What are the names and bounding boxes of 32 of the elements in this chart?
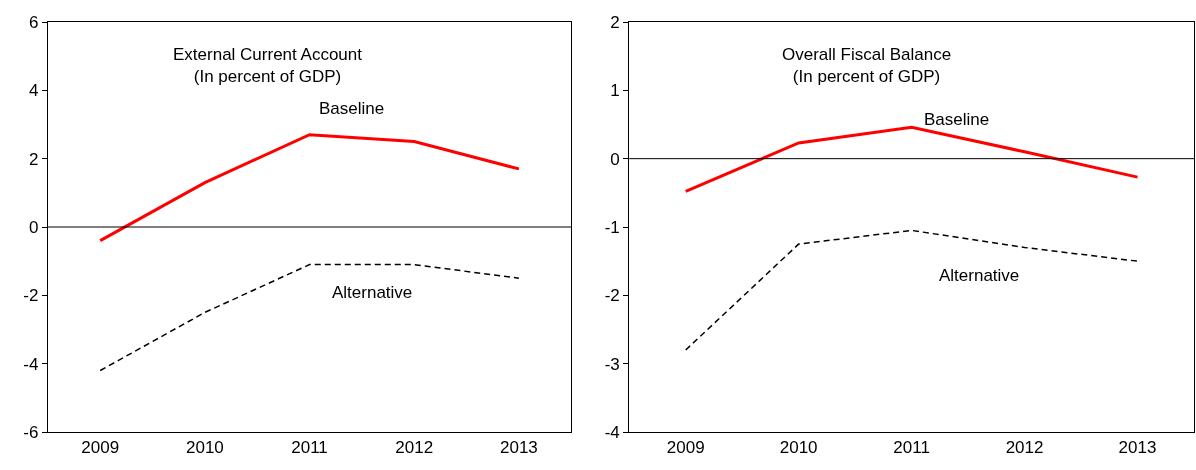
x-tick-label: 2013	[1118, 438, 1157, 458]
x-tick-label: 2010	[779, 438, 818, 458]
y-tick-label: 6	[29, 12, 39, 32]
text: (In percent of GDP)	[193, 67, 342, 87]
text: External Current Account	[173, 45, 363, 64]
x-tick-label: 2012	[395, 438, 434, 458]
text: (In percent of GDP)	[792, 67, 941, 87]
y-tick-label: -4	[604, 422, 620, 442]
series-label: Alternative	[332, 283, 413, 302]
y-tick-label: -3	[604, 354, 620, 374]
y-tick-label: 2	[29, 149, 39, 169]
series-label: Baseline	[924, 110, 990, 129]
x-tick-label: 2011	[291, 438, 328, 458]
x-tick-label: 2010	[185, 438, 224, 458]
y-tick-label: -4	[23, 354, 39, 374]
series-label: Alternative	[939, 266, 1020, 285]
y-tick-label: -2	[604, 286, 620, 306]
text: Overall Fiscal Balance	[782, 45, 952, 64]
y-tick-label: -1	[604, 217, 620, 237]
x-tick-label: 2013	[499, 438, 538, 458]
y-tick-label: -6	[23, 422, 39, 442]
y-tick-label: -2	[23, 286, 39, 306]
x-tick-label: 2012	[1005, 438, 1044, 458]
x-tick-label: 2009	[666, 438, 705, 458]
y-tick-label: 0	[610, 149, 620, 169]
series-label: Baseline	[319, 99, 385, 118]
x-tick-label: 2009	[81, 438, 120, 458]
y-tick-label: 1	[610, 81, 620, 101]
y-tick-label: 2	[610, 12, 620, 32]
x-tick-label: 2011	[893, 438, 930, 458]
y-tick-label: 0	[29, 217, 39, 237]
y-tick-label: 4	[29, 81, 39, 101]
